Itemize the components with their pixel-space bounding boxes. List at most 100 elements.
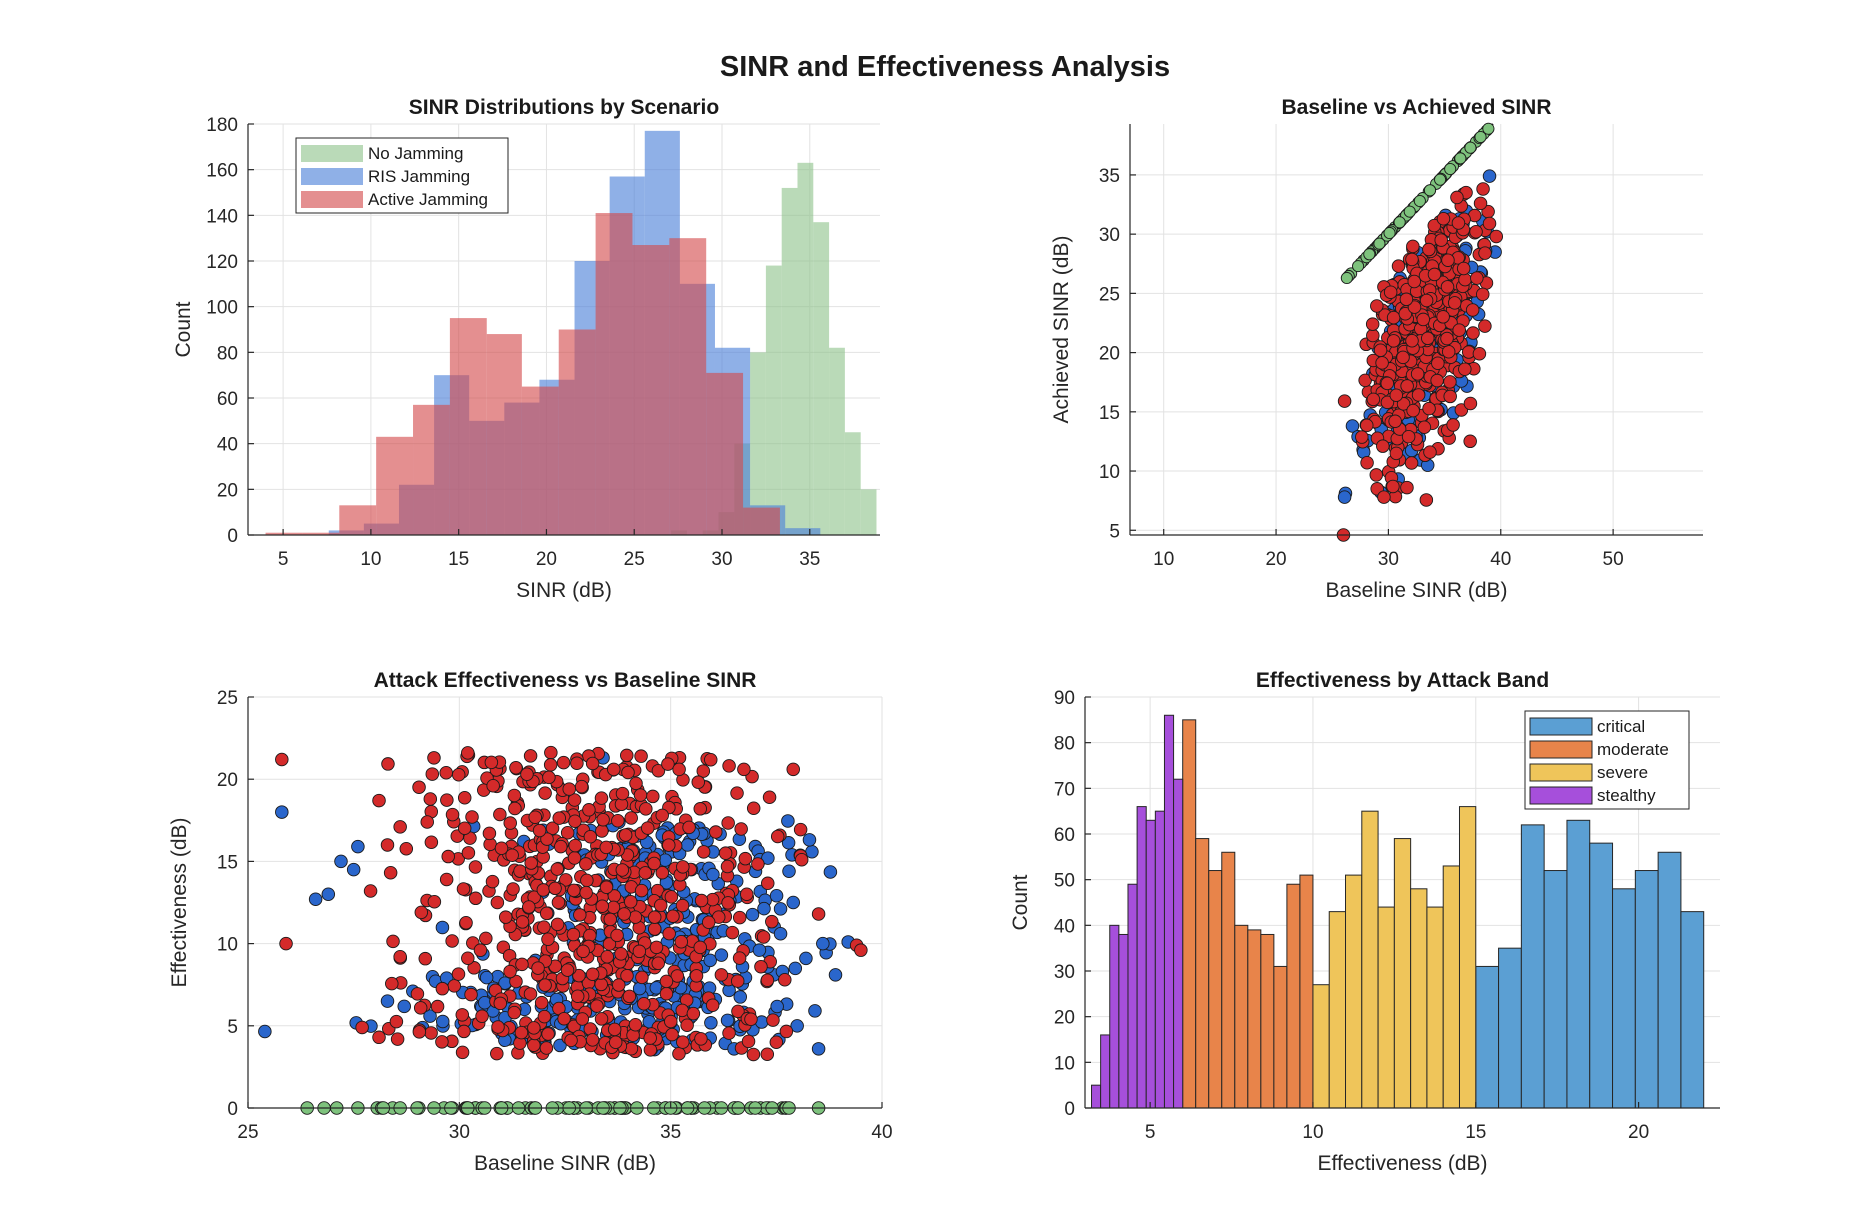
scatter-point xyxy=(705,998,720,1012)
scatter-point xyxy=(628,1018,643,1032)
scatter-point xyxy=(1383,285,1398,299)
scatter-point xyxy=(1400,379,1414,393)
x-tick-label: 5 xyxy=(1145,1122,1156,1143)
y-tick-label: 20 xyxy=(217,480,238,501)
scatter-point xyxy=(532,823,547,838)
series-stealthy xyxy=(1091,714,1184,1109)
scatter-point xyxy=(1389,388,1404,402)
scatter-point xyxy=(380,994,395,1008)
scatter-point xyxy=(334,854,348,869)
y-tick-label: 80 xyxy=(217,343,238,364)
legend-label: No Jamming xyxy=(368,144,463,163)
y-tick-label: 35 xyxy=(1099,166,1120,187)
subplot-effectiveness-vs-baseline: 25 30 35 40 0 5 10 15 20 25 Attack Effectiveness v… xyxy=(168,669,893,1175)
scatter-point xyxy=(786,895,800,910)
y-tick-label: 40 xyxy=(1054,916,1075,937)
scatter-point xyxy=(485,874,500,889)
scatter-point xyxy=(754,959,768,974)
scatter-point xyxy=(1380,395,1395,410)
scatter-point xyxy=(1458,272,1472,287)
scatter-point xyxy=(479,970,494,985)
scatter-point xyxy=(633,788,648,802)
scatter-point xyxy=(617,907,631,921)
x-tick-label: 15 xyxy=(448,549,469,570)
scatter-point xyxy=(573,908,587,922)
scatter-point xyxy=(665,1027,679,1042)
scatter-point xyxy=(479,931,493,946)
scatter-point xyxy=(1383,226,1396,240)
histogram-bar xyxy=(1475,965,1500,1109)
scatter-point xyxy=(1472,347,1487,361)
scatter-point xyxy=(572,968,586,983)
scatter-point xyxy=(596,812,610,827)
scatter-point xyxy=(1386,334,1401,348)
scatter-point xyxy=(725,925,740,940)
legend-swatch xyxy=(1529,786,1593,805)
scatter-point xyxy=(552,811,566,825)
scatter-point xyxy=(620,748,634,763)
scatter-point xyxy=(666,909,680,923)
y-axis-label: Effectiveness (dB) xyxy=(168,817,191,987)
scatter-point xyxy=(594,977,608,992)
scatter-point xyxy=(675,898,690,913)
scatter-point xyxy=(372,1030,386,1045)
scatter-point xyxy=(647,910,662,924)
scatter-point xyxy=(680,838,695,852)
x-tick-label: 30 xyxy=(711,549,732,570)
scatter-point xyxy=(576,944,590,959)
histogram-bar xyxy=(1361,810,1379,1109)
scatter-point xyxy=(424,835,439,850)
scatter-point xyxy=(752,943,767,957)
scatter-point xyxy=(607,1022,622,1037)
scatter-point xyxy=(1458,362,1472,376)
scatter-point xyxy=(1422,401,1436,416)
scatter-point xyxy=(381,757,395,771)
scatter-point xyxy=(655,865,670,880)
histogram-bar xyxy=(781,187,798,535)
scatter-point xyxy=(1430,373,1444,388)
scatter-point xyxy=(528,810,542,824)
histogram-bar xyxy=(813,222,830,535)
scatter-point xyxy=(385,976,399,991)
scatter-point xyxy=(1423,445,1437,459)
scatter-point xyxy=(482,826,497,841)
scatter-point xyxy=(608,1035,623,1049)
scatter-point xyxy=(393,950,407,964)
scatter-point xyxy=(523,987,538,1001)
series-critical xyxy=(1475,819,1705,1109)
scatter-point xyxy=(439,872,454,887)
scatter-point xyxy=(1421,331,1435,346)
scatter-point xyxy=(1377,490,1391,504)
scatter-point xyxy=(693,802,708,816)
scatter-point xyxy=(610,928,624,943)
scatter-point xyxy=(786,762,800,777)
scatter-point xyxy=(275,752,289,767)
scatter-point xyxy=(624,811,638,825)
scatter-point xyxy=(761,851,775,865)
scatter-point xyxy=(585,756,600,771)
scatter-point xyxy=(1478,319,1492,333)
scatter-point xyxy=(455,1008,470,1022)
scatter-point xyxy=(536,883,551,897)
scatter-point xyxy=(427,895,442,909)
scatter-point xyxy=(1427,218,1442,233)
scatter-point xyxy=(455,1045,470,1060)
x-axis-label: Baseline SINR (dB) xyxy=(1325,579,1507,602)
x-tick-label: 20 xyxy=(536,549,557,570)
scatter-point xyxy=(1405,334,1419,348)
scatter-point xyxy=(1366,392,1381,407)
scatter-point xyxy=(1411,388,1426,402)
scatter-point xyxy=(544,745,558,760)
scatter-point xyxy=(457,790,472,805)
scatter-point xyxy=(570,989,585,1003)
scatter-point xyxy=(507,788,522,803)
scatter-point xyxy=(506,882,520,896)
scatter-point xyxy=(760,973,775,987)
scatter-point xyxy=(646,789,660,804)
scatter-point xyxy=(1389,446,1404,461)
scatter-point xyxy=(468,860,483,874)
scatter-point xyxy=(372,793,386,808)
scatter-point xyxy=(1474,130,1487,144)
scatter-point xyxy=(585,1033,600,1047)
scatter-point xyxy=(696,845,711,859)
